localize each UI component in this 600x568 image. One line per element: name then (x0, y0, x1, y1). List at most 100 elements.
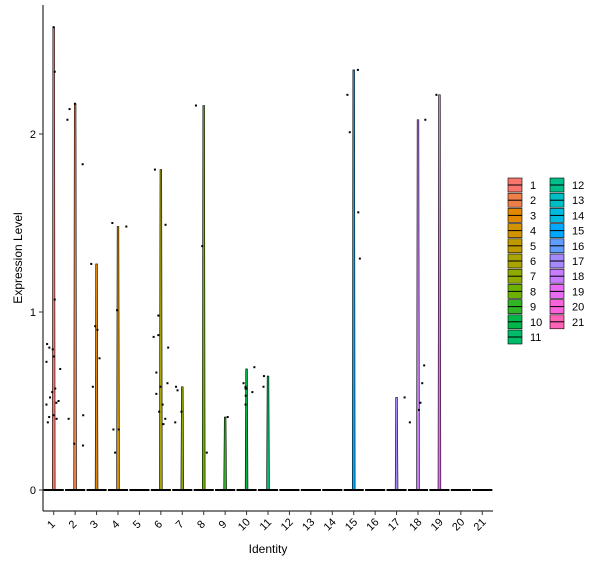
violin-15 (352, 69, 356, 491)
legend-item-7: 7 (507, 268, 536, 284)
data-point (48, 416, 51, 419)
x-tick-label-9: 9 (217, 518, 230, 531)
data-point (52, 414, 55, 417)
data-point (419, 401, 422, 404)
x-axis-title: Identity (249, 542, 288, 556)
data-point (54, 387, 57, 390)
data-point (157, 314, 160, 317)
data-point (346, 93, 349, 96)
legend-item-5: 5 (507, 238, 536, 254)
data-point (161, 403, 164, 406)
data-point (180, 410, 183, 413)
data-point (59, 367, 62, 370)
legend-label-10: 10 (530, 317, 542, 329)
data-point (68, 108, 71, 111)
legend-label-9: 9 (530, 302, 536, 314)
legend-item-10: 10 (507, 314, 542, 330)
x-tick-label-12: 12 (279, 516, 296, 533)
violin-19 (437, 94, 442, 491)
x-tick-label-13: 13 (300, 516, 317, 533)
data-point (244, 403, 247, 406)
legend-item-15: 15 (549, 223, 584, 238)
data-point (57, 400, 60, 402)
x-tick-label-5: 5 (131, 518, 144, 531)
data-point (46, 343, 49, 346)
violin-2 (73, 103, 77, 491)
x-tick-label-21: 21 (472, 516, 489, 533)
data-point (348, 131, 351, 134)
data-point (51, 391, 54, 394)
data-point (112, 428, 115, 431)
legend-label-5: 5 (530, 241, 536, 253)
legend-item-21: 21 (549, 314, 584, 330)
data-point (81, 444, 84, 447)
violin-17 (394, 397, 399, 491)
x-tick-label-17: 17 (386, 516, 403, 533)
data-point (66, 118, 69, 121)
legend-item-12: 12 (549, 177, 584, 193)
data-point (244, 385, 247, 388)
violin-8 (202, 105, 206, 491)
legend-label-17: 17 (572, 256, 584, 268)
legend-item-11: 11 (507, 329, 541, 345)
data-point (253, 366, 256, 369)
legend-label-21: 21 (572, 317, 584, 329)
data-point (167, 346, 170, 349)
legend-label-18: 18 (572, 271, 584, 283)
data-point (45, 403, 48, 406)
violin-3 (94, 263, 99, 491)
data-point (155, 392, 158, 395)
data-point (73, 102, 76, 105)
data-point (52, 26, 55, 29)
data-point (194, 104, 197, 107)
data-point (117, 428, 120, 431)
data-point (152, 335, 155, 338)
legend-label-4: 4 (530, 226, 536, 238)
data-point (53, 70, 56, 73)
data-point (356, 68, 359, 71)
legend-item-14: 14 (549, 208, 584, 223)
legend-label-20: 20 (572, 302, 584, 314)
x-tick-label-10: 10 (236, 516, 253, 533)
y-axis: 0 1 2 (30, 5, 44, 511)
legend-item-20: 20 (549, 299, 584, 314)
data-point (262, 385, 265, 388)
data-point (49, 396, 52, 399)
data-point (424, 118, 427, 121)
data-point (125, 225, 128, 228)
data-point (159, 385, 162, 388)
data-point (81, 163, 84, 166)
y-tick-label: 2 (30, 129, 36, 141)
violin-9 (223, 416, 227, 491)
data-point (53, 298, 56, 301)
legend-label-1: 1 (530, 180, 536, 192)
legend-label-7: 7 (530, 271, 536, 283)
data-point (157, 334, 160, 337)
data-point (408, 421, 411, 424)
data-point (174, 421, 177, 424)
legend-item-9: 9 (507, 299, 536, 314)
x-tick-label-1: 1 (45, 518, 58, 531)
x-tick-label-8: 8 (195, 518, 208, 531)
y-tick-label: 1 (30, 307, 36, 319)
x-tick-label-4: 4 (109, 518, 122, 531)
legend-label-14: 14 (572, 210, 584, 222)
data-point (96, 328, 99, 331)
y-tick-label: 0 (30, 485, 36, 497)
x-tick-label-7: 7 (174, 518, 187, 531)
data-point (67, 417, 70, 420)
data-point (94, 325, 97, 328)
legend-label-12: 12 (572, 180, 584, 192)
data-point (205, 451, 208, 454)
legend-label-3: 3 (530, 210, 536, 222)
violin-1 (52, 26, 56, 491)
legend-label-2: 2 (530, 195, 536, 207)
data-point (55, 401, 58, 404)
legend-label-19: 19 (572, 286, 584, 298)
data-point (423, 364, 426, 367)
data-point (52, 355, 55, 358)
legend-item-1: 1 (507, 177, 536, 193)
x-tick-label-16: 16 (364, 516, 381, 533)
x-tick-label-14: 14 (322, 516, 339, 533)
